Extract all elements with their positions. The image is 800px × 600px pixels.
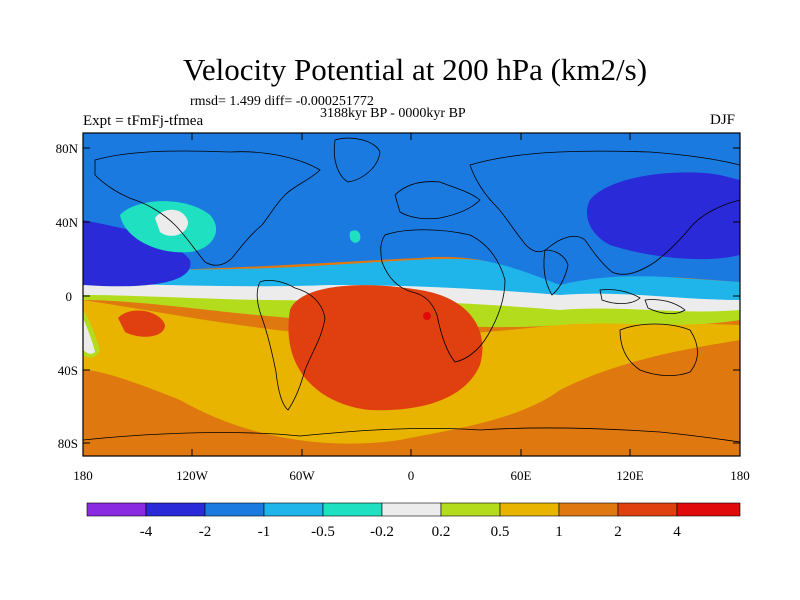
colorbar-label: -0.2 [370,524,394,540]
lon-label: 60W [289,468,315,483]
colorbar-label: 0.2 [432,524,451,540]
colorbar-swatch [86,502,147,517]
colorbar-labels: -4 -2 -1 -0.5 -0.2 0.2 0.5 1 2 4 [140,524,682,540]
colorbar-swatch [322,502,383,517]
experiment-label: Expt = tFmFj-tfmea [83,113,204,129]
colorbar-swatch [440,502,501,517]
colorbar-swatch [558,502,619,517]
rmsd-diff-stats: rmsd= 1.499 diff= -0.000251772 [190,94,374,109]
velocity-potential-field [83,133,740,456]
colorbar-label: 2 [614,524,622,540]
colorbar-label: -4 [140,524,153,540]
latitude-labels: 80N 40N 0 40S 80S [56,141,79,451]
colorbar-label: -1 [258,524,271,540]
lon-label: 120W [176,468,209,483]
colorbar-swatch [145,502,206,517]
lon-label: 0 [408,468,415,483]
colorbar-swatch [263,502,324,517]
lon-label: 180 [730,468,750,483]
colorbar-label: 1 [555,524,563,540]
colorbar-swatch [499,502,560,517]
lat-label: 40N [56,215,79,230]
season-label: DJF [710,112,736,128]
plot-title: Velocity Potential at 200 hPa (km2/s) [182,52,648,87]
lon-label: 120E [616,468,644,483]
colorbar-swatch [204,502,265,517]
longitude-labels: 180 120W 60W 0 60E 120E 180 [73,468,750,483]
time-period: 3188kyr BP - 0000kyr BP [320,106,466,121]
colorbar-label: -0.5 [311,524,335,540]
lon-label: 180 [73,468,93,483]
coastlines [83,137,740,443]
colorbar-label: -2 [199,524,212,540]
colorbar-label: 4 [673,524,681,540]
lon-label: 60E [511,468,532,483]
lat-label: 40S [58,363,78,378]
lat-label: 0 [66,289,73,304]
colorbar-label: 0.5 [491,524,510,540]
lat-label: 80N [56,141,79,156]
colorbar-swatch [381,502,442,517]
colorbar-swatch [617,502,678,517]
lat-label: 80S [58,436,78,451]
axis-ticks [82,133,741,456]
colorbar [86,502,741,517]
colorbar-swatch [676,502,741,517]
